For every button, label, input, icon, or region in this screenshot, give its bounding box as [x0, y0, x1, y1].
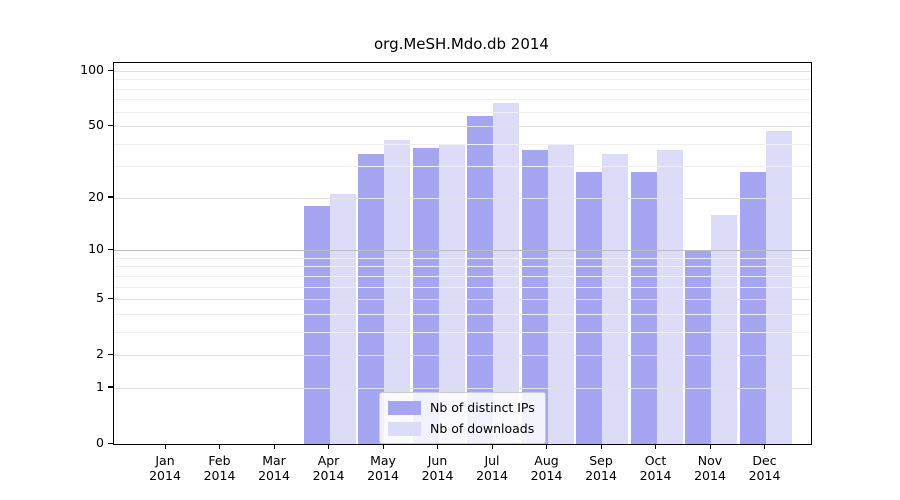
gridline-60 — [114, 111, 811, 113]
gridline-50 — [114, 126, 811, 128]
x-tick-mark-dec — [764, 444, 766, 450]
x-tick-label-sep: Sep 2014 — [585, 453, 617, 483]
x-tick-label-aug: Aug 2014 — [530, 453, 563, 483]
y-tick-label-5: 5 — [96, 290, 104, 306]
bar-nb-of-distinct-ips-apr — [303, 206, 330, 444]
x-tick-mark-mar — [273, 444, 275, 450]
y-tick-label-20: 20 — [88, 188, 104, 204]
y-tick-label-2: 2 — [96, 346, 104, 362]
y-tick-mark-1 — [108, 386, 113, 388]
gridline-30 — [114, 166, 811, 168]
x-tick-label-mar: Mar 2014 — [258, 453, 290, 483]
legend-row-distinct-ips: Nb of distinct IPs — [388, 400, 535, 415]
gridline-4 — [114, 313, 811, 315]
x-tick-mark-apr — [328, 444, 330, 450]
y-tick-mark-10 — [108, 248, 113, 250]
gridline-6 — [114, 286, 811, 288]
x-tick-label-may: May 2014 — [367, 453, 399, 483]
legend-row-downloads: Nb of downloads — [388, 421, 535, 436]
legend-swatch-downloads — [388, 421, 421, 436]
gridline-80 — [114, 88, 811, 90]
x-tick-mark-nov — [709, 444, 711, 450]
legend-label-downloads: Nb of downloads — [430, 421, 535, 436]
x-tick-mark-jan — [164, 444, 166, 450]
x-tick-label-jan: Jan 2014 — [149, 453, 181, 483]
gridline-90 — [114, 79, 811, 81]
y-tick-label-0: 0 — [96, 435, 104, 450]
bar-nb-of-distinct-ips-nov — [685, 250, 711, 444]
bar-nb-of-distinct-ips-dec — [739, 171, 766, 444]
bar-nb-of-distinct-ips-oct — [630, 171, 657, 444]
gridline-100 — [114, 71, 811, 72]
x-tick-label-jul: Jul 2014 — [476, 453, 508, 483]
legend-label-distinct-ips: Nb of distinct IPs — [430, 400, 535, 415]
bar-nb-of-downloads-jul — [493, 102, 519, 444]
x-tick-mark-sep — [600, 444, 602, 450]
bar-nb-of-distinct-ips-jul — [467, 115, 493, 444]
chart-title: org.MeSH.Mdo.db 2014 — [374, 35, 549, 53]
plot-area: Nb of distinct IPs Nb of downloads — [113, 62, 812, 445]
x-tick-mark-oct — [655, 444, 657, 450]
y-tick-mark-100 — [108, 69, 113, 71]
y-tick-mark-2 — [108, 353, 113, 355]
x-tick-label-feb: Feb 2014 — [203, 453, 236, 483]
x-tick-label-nov: Nov 2014 — [694, 453, 726, 483]
gridline-1 — [114, 387, 811, 389]
y-tick-mark-20 — [108, 196, 113, 198]
y-tick-mark-5 — [108, 297, 113, 299]
bar-nb-of-downloads-oct — [656, 150, 683, 444]
y-tick-label-50: 50 — [88, 117, 104, 133]
y-tick-label-100: 100 — [80, 62, 104, 77]
bar-nb-of-downloads-nov — [711, 215, 737, 444]
gridline-8 — [114, 266, 811, 268]
y-tick-mark-50 — [108, 124, 113, 127]
y-tick-mark-0 — [108, 442, 113, 444]
x-tick-label-oct: Oct 2014 — [639, 453, 672, 483]
gridline-10 — [114, 250, 811, 252]
legend-swatch-distinct-ips — [388, 400, 421, 415]
x-tick-mark-feb — [219, 444, 221, 450]
legend: Nb of distinct IPs Nb of downloads — [379, 392, 546, 444]
gridline-9 — [114, 257, 811, 259]
gridline-3 — [114, 331, 811, 333]
x-tick-label-jun: Jun 2014 — [421, 453, 454, 483]
bar-nb-of-distinct-ips-sep — [576, 171, 602, 444]
x-tick-mark-aug — [546, 444, 548, 450]
gridline-2 — [114, 355, 811, 357]
x-tick-mark-may — [382, 444, 384, 450]
y-tick-label-10: 10 — [88, 241, 104, 257]
x-tick-mark-jun — [437, 444, 439, 450]
bar-nb-of-downloads-apr — [329, 194, 356, 444]
gridline-40 — [114, 143, 811, 145]
x-tick-label-apr: Apr 2014 — [312, 453, 345, 483]
bar-nb-of-downloads-aug — [547, 143, 574, 444]
x-tick-label-dec: Dec 2014 — [748, 453, 781, 483]
x-tick-mark-jul — [491, 444, 493, 450]
gridline-70 — [114, 99, 811, 101]
gridline-5 — [114, 299, 811, 301]
y-tick-label-1: 1 — [96, 378, 104, 394]
gridline-7 — [114, 275, 811, 277]
gridline-20 — [114, 197, 811, 199]
